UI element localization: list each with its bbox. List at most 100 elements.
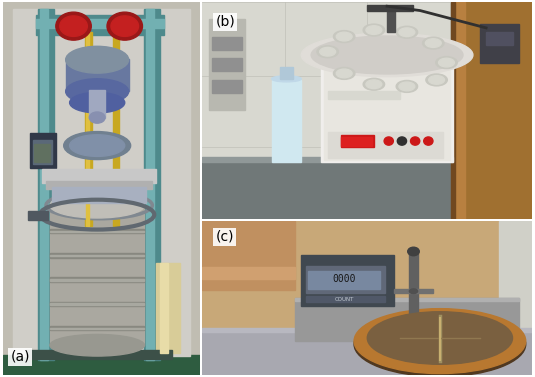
Bar [452, 2, 455, 219]
Bar [202, 267, 295, 279]
Ellipse shape [396, 26, 418, 38]
Bar [368, 5, 414, 11]
Ellipse shape [425, 39, 441, 48]
Bar [394, 289, 433, 293]
Ellipse shape [366, 80, 382, 89]
Bar [50, 303, 144, 305]
Ellipse shape [66, 46, 129, 73]
Bar [202, 329, 532, 375]
Ellipse shape [354, 312, 526, 377]
Bar [50, 279, 144, 281]
Ellipse shape [354, 309, 526, 374]
Bar [147, 9, 154, 360]
Bar [46, 181, 152, 188]
Ellipse shape [333, 67, 355, 80]
Ellipse shape [408, 247, 419, 256]
Bar [144, 9, 160, 360]
Bar [50, 253, 144, 257]
Bar [3, 355, 200, 375]
Ellipse shape [50, 193, 144, 218]
Ellipse shape [301, 33, 473, 77]
Bar [156, 263, 180, 353]
Ellipse shape [66, 79, 129, 104]
Bar [38, 9, 54, 360]
Bar [306, 266, 385, 293]
Bar [50, 328, 144, 329]
Bar [33, 140, 52, 164]
Bar [327, 132, 443, 158]
Bar [52, 187, 147, 204]
Ellipse shape [333, 31, 355, 43]
Ellipse shape [399, 82, 415, 91]
Bar [50, 326, 144, 330]
Ellipse shape [311, 36, 463, 74]
Ellipse shape [399, 28, 415, 37]
Text: COUNT: COUNT [334, 297, 354, 302]
Ellipse shape [337, 69, 352, 78]
Ellipse shape [426, 74, 447, 86]
Ellipse shape [60, 16, 87, 37]
Bar [453, 2, 465, 219]
Bar [324, 65, 450, 160]
Bar [280, 67, 293, 79]
Bar [202, 158, 453, 219]
Ellipse shape [111, 16, 139, 37]
Ellipse shape [317, 46, 339, 58]
Ellipse shape [272, 76, 301, 82]
Bar [50, 229, 144, 233]
Bar [113, 32, 119, 226]
Ellipse shape [363, 78, 385, 90]
Bar [50, 205, 144, 345]
Bar [36, 15, 164, 35]
Text: 0000: 0000 [332, 274, 356, 284]
Bar [341, 135, 374, 147]
Bar [295, 298, 519, 341]
Bar [212, 80, 242, 93]
Bar [327, 91, 400, 100]
Bar [26, 350, 172, 359]
Bar [499, 221, 532, 329]
Ellipse shape [398, 137, 407, 145]
Bar [30, 132, 56, 168]
Ellipse shape [64, 132, 131, 159]
Ellipse shape [368, 312, 513, 364]
Bar [34, 144, 50, 162]
Ellipse shape [384, 137, 393, 145]
Bar [160, 263, 168, 353]
Bar [272, 80, 301, 162]
Bar [36, 19, 164, 28]
Ellipse shape [70, 135, 125, 156]
Bar [387, 6, 395, 32]
Text: (a): (a) [11, 350, 30, 364]
Bar [50, 302, 144, 306]
Bar [301, 254, 394, 305]
Ellipse shape [366, 26, 382, 34]
Ellipse shape [409, 289, 418, 294]
Bar [321, 63, 453, 162]
Bar [89, 90, 105, 118]
Bar [86, 32, 92, 226]
Ellipse shape [320, 48, 335, 56]
Bar [28, 211, 48, 220]
Text: (b): (b) [216, 15, 235, 29]
Bar [308, 271, 380, 288]
Bar [86, 32, 89, 226]
Bar [202, 157, 453, 162]
Ellipse shape [410, 137, 420, 145]
Ellipse shape [107, 12, 142, 40]
Ellipse shape [50, 334, 144, 356]
Bar [202, 328, 532, 332]
Ellipse shape [423, 37, 444, 49]
Bar [209, 19, 245, 110]
Bar [66, 59, 129, 92]
Ellipse shape [424, 137, 433, 145]
Ellipse shape [439, 58, 454, 67]
Bar [202, 221, 295, 290]
Bar [50, 277, 144, 282]
Bar [341, 137, 372, 146]
Bar [50, 255, 144, 256]
Ellipse shape [396, 80, 418, 92]
Text: (c): (c) [216, 230, 234, 244]
Bar [50, 231, 144, 232]
Ellipse shape [337, 32, 352, 41]
